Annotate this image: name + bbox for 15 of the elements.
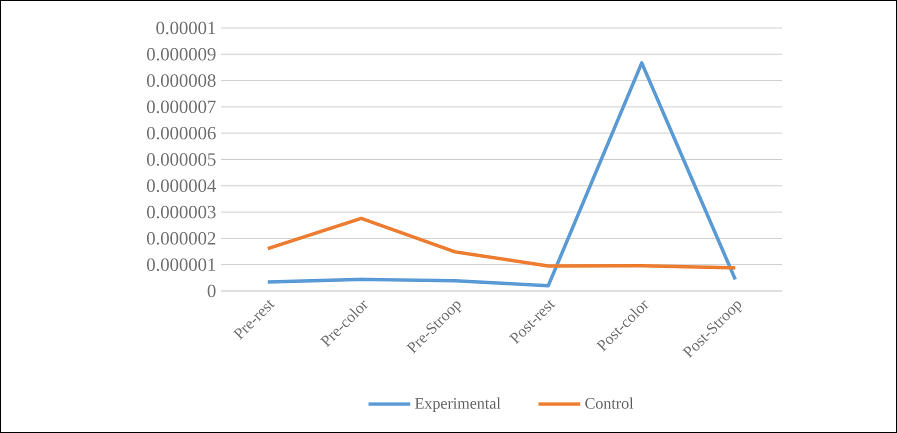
y-tick-label: 0.000001: [146, 258, 216, 272]
y-tick-label: 0.000006: [146, 126, 216, 140]
y-tick-label: 0.000009: [146, 48, 216, 61]
y-tick-label: 0.000002: [146, 232, 216, 245]
y-tick-label: 0.000004: [146, 179, 216, 192]
y-tick-label: 0.000008: [146, 74, 216, 87]
y-tick-label: 0.000007: [146, 100, 216, 114]
y-tick-label: 0.000003: [146, 206, 216, 218]
legend-label: Control: [585, 398, 634, 409]
y-tick-label: 0.000005: [146, 153, 216, 166]
y-tick-label: 0: [208, 284, 216, 298]
line-series: [266, 216, 738, 270]
legend-label: Experimental: [415, 398, 501, 412]
y-tick-label: 0.00001: [156, 22, 216, 34]
line-series: [266, 61, 738, 288]
